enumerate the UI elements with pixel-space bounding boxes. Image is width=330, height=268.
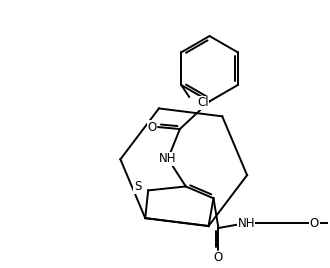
Text: O: O (214, 251, 223, 264)
Text: Cl: Cl (197, 96, 209, 109)
Text: S: S (134, 180, 141, 193)
Text: O: O (148, 121, 157, 133)
Text: NH: NH (159, 152, 177, 165)
Text: O: O (310, 217, 319, 230)
Text: NH: NH (237, 217, 255, 230)
